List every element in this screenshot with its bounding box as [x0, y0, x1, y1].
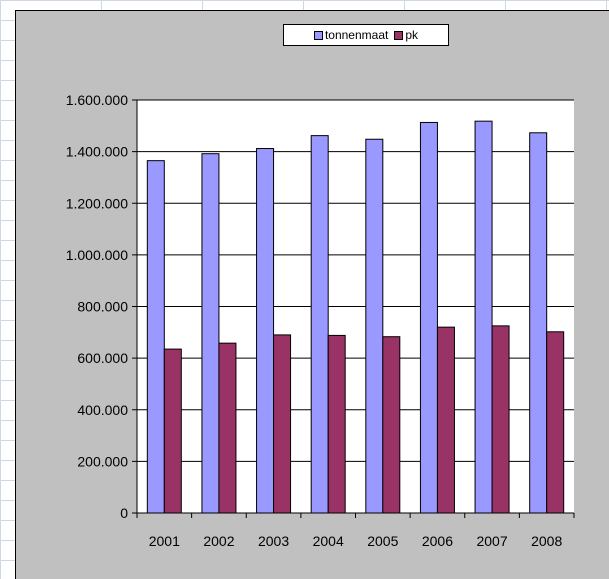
x-tick-label: 2008: [531, 533, 562, 549]
y-tick-label: 600.000: [77, 350, 128, 366]
x-tick-label: 2005: [367, 533, 398, 549]
bar-pk-2006: [436, 326, 455, 514]
bar-pk-2007: [491, 325, 510, 514]
bar-pk-2005: [382, 336, 401, 514]
y-tick-label: 0: [120, 505, 128, 521]
legend-label-tonnenmaat: tonnenmaat: [324, 28, 389, 42]
y-tick-label: 200.000: [77, 453, 128, 469]
bar-pk-2008: [546, 331, 565, 514]
bar-tonnenmaat-2004: [310, 135, 329, 514]
y-tick-label: 1.600.000: [66, 92, 128, 108]
bar-pk-2001: [163, 348, 182, 514]
bar-pk-2004: [327, 334, 346, 514]
legend-item-tonnenmaat: tonnenmaat: [313, 28, 389, 42]
bar-tonnenmaat-2006: [419, 121, 438, 514]
x-tick-label: 2001: [149, 533, 180, 549]
bar-tonnenmaat-2005: [365, 138, 384, 514]
x-tick-label: 2007: [476, 533, 507, 549]
bar-pk-2002: [218, 342, 237, 514]
bar-tonnenmaat-2008: [529, 132, 548, 514]
chart-legend[interactable]: tonnenmaat pk: [283, 24, 449, 46]
y-tick-label: 1.400.000: [66, 144, 128, 160]
x-tick-label: 2002: [203, 533, 234, 549]
bar-tonnenmaat-2001: [146, 160, 165, 514]
bar-tonnenmaat-2002: [201, 153, 220, 514]
x-tick-label: 2004: [313, 533, 344, 549]
bar-tonnenmaat-2003: [256, 148, 275, 514]
bar-tonnenmaat-2007: [474, 120, 493, 514]
y-tick-label: 800.000: [77, 299, 128, 315]
x-tick-label: 2006: [422, 533, 453, 549]
x-tick-label: 2003: [258, 533, 289, 549]
legend-item-pk: pk: [394, 28, 418, 42]
legend-swatch-pk: [394, 30, 404, 40]
legend-swatch-tonnenmaat: [313, 30, 323, 40]
y-tick-label: 1.000.000: [66, 247, 128, 263]
y-tick-label: 1.200.000: [66, 195, 128, 211]
bar-pk-2003: [273, 334, 292, 514]
legend-label-pk: pk: [405, 28, 419, 42]
y-tick-label: 400.000: [77, 402, 128, 418]
